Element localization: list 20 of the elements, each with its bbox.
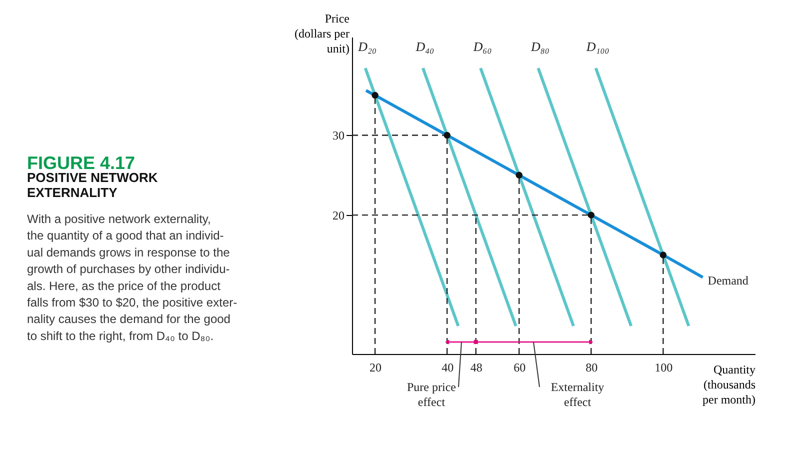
x-tick-label: 48 bbox=[470, 360, 482, 374]
y-tick-label: 30 bbox=[332, 128, 344, 143]
x-tick-label: 40 bbox=[442, 360, 454, 374]
x-tick-label: 20 bbox=[370, 360, 382, 374]
caption: FIGURE 4.17 bbox=[27, 153, 136, 173]
series-label: D₁₀₀ bbox=[585, 39, 610, 54]
annotation: Pure price effect bbox=[406, 380, 456, 409]
x-axis-title: Quantity (thousands per month) bbox=[702, 362, 756, 406]
x-tick-label: 60 bbox=[514, 360, 526, 374]
text: With a positive network externality, the quantity of a good that an individ- ual demands grows in response to the growth of purchases by other individu- als. Here, as the price of the product falls from $30 to $20, the positive exter- nality causes the demand for the good to shift to the right, from D₄₀ to D₈₀. bbox=[27, 212, 238, 343]
text: POSITIVE NETWORK EXTERNALITY bbox=[27, 170, 158, 200]
series-label: D₄₀ bbox=[414, 39, 434, 54]
y-axis-title: Price (dollars per unit) bbox=[294, 12, 350, 56]
series-label: D₆₀ bbox=[472, 39, 492, 54]
annotation: Externality effect bbox=[550, 380, 604, 409]
series-label: D₂₀ bbox=[357, 39, 377, 54]
x-tick-label: 80 bbox=[586, 360, 598, 374]
series-label: Demand bbox=[708, 273, 748, 288]
series-label: D₈₀ bbox=[530, 39, 550, 54]
x-tick-label: 100 bbox=[654, 360, 673, 374]
